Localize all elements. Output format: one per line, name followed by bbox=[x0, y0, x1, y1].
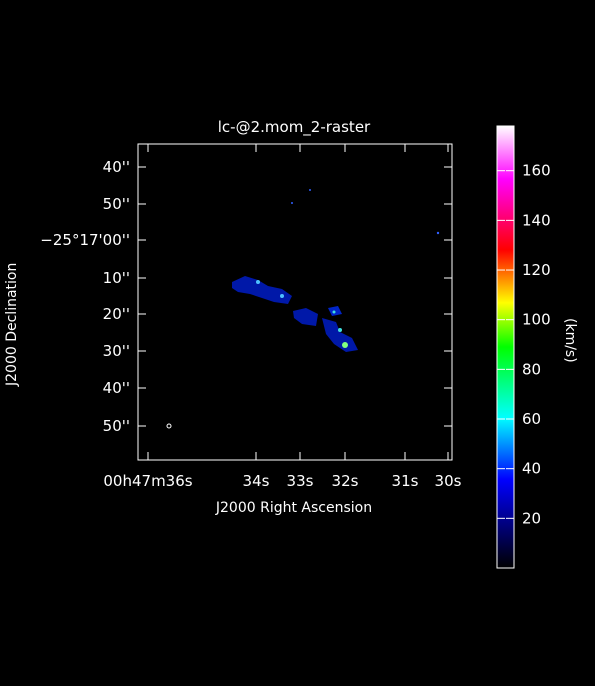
y-tick-label: 50'' bbox=[103, 417, 130, 435]
y-tick-label: 10'' bbox=[103, 269, 130, 287]
x-tick-label: 33s bbox=[287, 472, 314, 490]
x-ticks: 00h47m36s 34s 33s 32s 31s 30s bbox=[103, 144, 462, 490]
y-tick-label: 40'' bbox=[103, 379, 130, 397]
colorbar-ticks: 20 40 60 80 100 120 140 160 bbox=[497, 162, 551, 527]
x-tick-label: 00h47m36s bbox=[103, 472, 192, 490]
colorbar-tick-label: 160 bbox=[522, 162, 551, 180]
colorbar bbox=[496, 125, 515, 569]
axes-frame bbox=[137, 143, 453, 461]
x-tick-label: 30s bbox=[435, 472, 462, 490]
x-axis-label: J2000 Right Ascension bbox=[215, 500, 373, 516]
y-tick-label: 20'' bbox=[103, 305, 130, 323]
colorbar-unit-label: (km/s) bbox=[562, 318, 578, 363]
y-axis-label: J2000 Declination bbox=[4, 262, 20, 386]
colorbar-tick-label: 120 bbox=[522, 261, 551, 279]
colorbar-tick-label: 20 bbox=[522, 509, 541, 527]
x-tick-label: 34s bbox=[243, 472, 270, 490]
y-tick-label: 50'' bbox=[103, 195, 130, 213]
y-ticks: 40'' 50'' −25°17'00'' 10'' 20'' 30'' 40'' 50'' bbox=[40, 158, 452, 435]
colorbar-tick-label: 80 bbox=[522, 360, 541, 378]
plot-title: lc-@2.mom_2-raster bbox=[217, 118, 371, 136]
y-tick-label: −25°17'00'' bbox=[40, 231, 130, 249]
emission-image bbox=[166, 189, 440, 429]
colorbar-tick-label: 100 bbox=[522, 311, 551, 329]
y-tick-label: 30'' bbox=[103, 342, 130, 360]
colorbar-tick-label: 140 bbox=[522, 211, 551, 229]
x-tick-label: 31s bbox=[392, 472, 419, 490]
x-tick-label: 32s bbox=[332, 472, 359, 490]
colorbar-tick-label: 60 bbox=[522, 410, 541, 428]
y-tick-label: 40'' bbox=[103, 158, 130, 176]
colorbar-tick-label: 40 bbox=[522, 460, 541, 478]
